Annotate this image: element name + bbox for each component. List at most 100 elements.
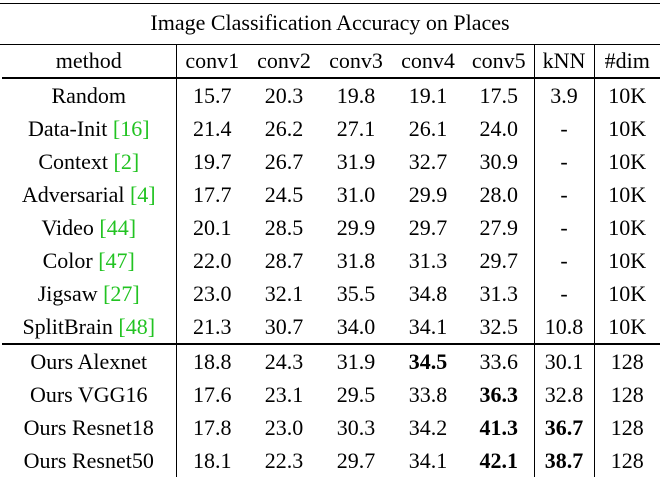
value-cell: 10K (608, 281, 647, 306)
value-cell: 19.8 (336, 83, 376, 108)
value-cell: 32.7 (408, 149, 448, 174)
value-cell: 10K (608, 83, 647, 108)
value-cell: 27.1 (336, 116, 376, 141)
citation-link[interactable]: [44] (99, 215, 137, 240)
method-name: Color (42, 248, 93, 273)
method-name: Ours Resnet50 (23, 448, 154, 473)
method-name: Random (51, 83, 127, 108)
citation-link[interactable]: [2] (113, 149, 140, 174)
value-cell: 33.6 (464, 343, 535, 378)
value-cell: 30.1 (534, 343, 595, 378)
value-cell: 19.7 (193, 149, 232, 174)
method-cell: SplitBrain [48] (2, 310, 177, 344)
value-cell: 26.1 (408, 116, 448, 141)
value-cell: 24.0 (464, 112, 535, 145)
value-cell: 38.7 (534, 444, 595, 477)
value-cell: 31.0 (336, 182, 376, 207)
value-cell: 30.7 (264, 314, 304, 339)
value-cell: 18.8 (176, 343, 248, 378)
table-row: SplitBrain [48] 21.3 30.7 34.0 34.1 32.5 10.8 1… (2, 310, 660, 344)
value-cell: 36.7 (534, 411, 595, 444)
value-cell: 34.1 (408, 448, 448, 473)
value-cell: 22.0 (193, 248, 232, 273)
table-row: Random 15.7 20.3 19.8 19.1 17.5 3.9 10K (2, 78, 660, 112)
citation-link[interactable]: [27] (103, 281, 140, 306)
value-cell: 28.7 (264, 248, 304, 273)
column-header-conv1: conv1 (176, 44, 248, 79)
value-cell: 31.3 (408, 248, 448, 273)
method-cell: Ours Resnet50 (2, 444, 177, 477)
value-cell: 18.1 (193, 448, 232, 473)
value-cell: 29.9 (336, 215, 376, 240)
method-name: Ours Resnet18 (23, 415, 154, 440)
method-cell: Data-Init [16] (2, 112, 177, 145)
value-cell: 26.2 (264, 116, 304, 141)
table-body: Random 15.7 20.3 19.8 19.1 17.5 3.9 10K Data-Ini… (2, 78, 660, 477)
column-header-knn: kNN (534, 44, 595, 79)
value-cell: 24.5 (264, 182, 304, 207)
value-cell: 27.9 (464, 211, 535, 244)
value-cell: - (534, 178, 595, 211)
method-name: Adversarial (21, 182, 125, 207)
value-cell: 24.3 (248, 343, 320, 378)
value-cell: - (534, 244, 595, 277)
value-cell: 30.9 (464, 145, 535, 178)
value-cell: 21.3 (193, 314, 232, 339)
table-row: Color [47] 22.0 28.7 31.8 31.3 29.7-10K (2, 244, 660, 277)
method-name: Jigsaw (37, 281, 98, 306)
value-cell: 30.3 (336, 415, 376, 440)
value-cell: 19.1 (408, 83, 448, 108)
value-cell: 10K (608, 149, 647, 174)
value-cell: 29.5 (336, 382, 376, 407)
citation-link[interactable]: [16] (112, 116, 150, 141)
citation-link[interactable]: [48] (118, 314, 156, 339)
value-cell: 17.7 (193, 182, 232, 207)
value-cell: 22.3 (264, 448, 304, 473)
value-cell: 34.0 (336, 314, 376, 339)
method-cell: Ours VGG16 (2, 378, 177, 411)
top-rule (0, 3, 660, 4)
value-cell: 10.8 (534, 310, 595, 344)
method-cell: Random (2, 78, 177, 112)
value-cell: 34.1 (408, 314, 448, 339)
table-row: Ours Resnet50 18.1 22.3 29.7 34.1 42.1 38.7 128 (2, 444, 660, 477)
value-cell: 31.3 (464, 277, 535, 310)
value-cell: 10K (608, 314, 647, 339)
table-row: Ours VGG16 17.6 23.1 29.5 33.8 36.3 32.8 128 (2, 378, 660, 411)
value-cell: 26.7 (264, 149, 304, 174)
value-cell: - (534, 112, 595, 145)
value-cell: 128 (594, 343, 660, 378)
method-name: Ours VGG16 (29, 382, 148, 407)
method-cell: Ours Resnet18 (2, 411, 177, 444)
results-table: method conv1 conv2 conv3 conv4 conv5 kNN #dim R… (2, 44, 660, 477)
value-cell: 10K (608, 215, 647, 240)
value-cell: 3.9 (534, 78, 595, 112)
citation-link[interactable]: [47] (98, 248, 135, 273)
column-header-conv3: conv3 (320, 44, 392, 79)
value-cell: 34.5 (392, 343, 464, 378)
value-cell: 31.8 (336, 248, 376, 273)
value-cell: 15.7 (193, 83, 232, 108)
method-cell: Adversarial [4] (2, 178, 177, 211)
column-header-conv2: conv2 (248, 44, 320, 79)
method-cell: Context [2] (2, 145, 177, 178)
value-cell: 29.7 (464, 244, 535, 277)
value-cell: 34.8 (408, 281, 448, 306)
table-row: Context [2] 19.7 26.7 31.9 32.7 30.9-10K (2, 145, 660, 178)
header-row: method conv1 conv2 conv3 conv4 conv5 kNN #dim (2, 44, 660, 79)
method-cell: Color [47] (2, 244, 177, 277)
value-cell: 34.2 (408, 415, 448, 440)
value-cell: 128 (610, 415, 644, 440)
value-cell: 42.1 (464, 444, 535, 477)
column-header-method: method (2, 44, 177, 79)
value-cell: 29.7 (336, 448, 376, 473)
value-cell: 17.6 (193, 382, 232, 407)
value-cell: 36.3 (464, 378, 535, 411)
value-cell: 23.0 (193, 281, 232, 306)
value-cell: 10K (608, 116, 647, 141)
citation-link[interactable]: [4] (129, 182, 156, 207)
value-cell: 32.8 (534, 378, 595, 411)
table-row: Data-Init [16] 21.4 26.2 27.1 26.1 24.0-10K (2, 112, 660, 145)
table-caption: Image Classification Accuracy on Places (150, 10, 510, 35)
